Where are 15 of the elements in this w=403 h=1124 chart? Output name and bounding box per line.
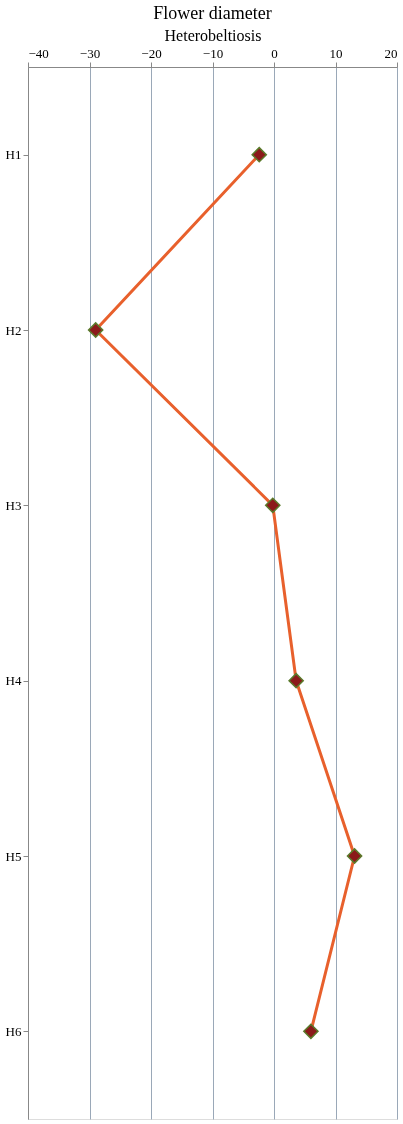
y-tick-label: H6	[5, 1023, 22, 1039]
x-tick-label: 10	[329, 45, 343, 61]
y-tick-label: H3	[5, 497, 22, 513]
x-tick-label: 0	[271, 45, 278, 61]
y-tick-label: H4	[5, 673, 22, 689]
chart-title: Flower diameter	[153, 3, 272, 23]
x-tick-label: −20	[141, 45, 162, 61]
x-tick-label: 20	[384, 45, 398, 61]
y-tick-label: H1	[5, 147, 22, 163]
y-tick-label: H5	[5, 848, 22, 864]
x-tick-label: −10	[202, 45, 224, 61]
y-tick-label: H2	[5, 322, 22, 338]
x-tick-label: −40	[28, 45, 49, 61]
x-axis-title: Heterobeltiosis	[164, 26, 262, 44]
x-tick-label: −30	[79, 45, 101, 61]
